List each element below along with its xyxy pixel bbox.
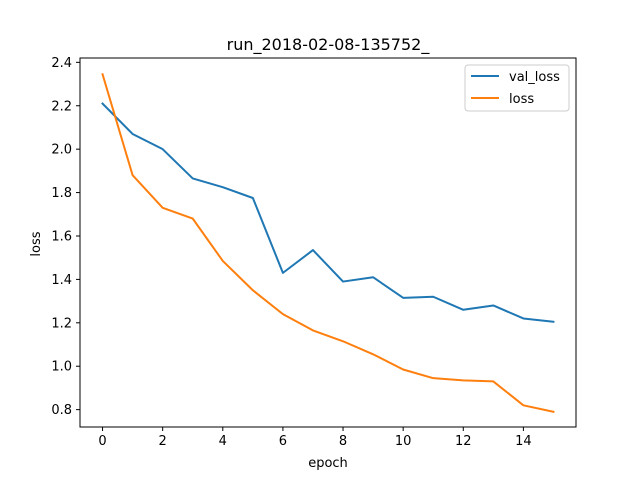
- y-tick-label: 1.6: [51, 229, 72, 244]
- x-tick-label: 0: [98, 434, 106, 449]
- x-tick-label: 14: [515, 434, 532, 449]
- x-tick-label: 2: [159, 434, 167, 449]
- chart-title: run_2018-02-08-135752_: [227, 35, 431, 55]
- y-tick-label: 1.2: [51, 316, 72, 331]
- series-line-val-loss: [101, 102, 555, 323]
- x-axis-label: epoch: [308, 456, 348, 471]
- y-tick-label: 1.4: [51, 273, 72, 288]
- plot-area: 0 2 4 6 8 10 12 14 0.8 1.0 1.2 1.4 1.6 1.8 2.0 2.2 2.4 va…: [51, 56, 577, 449]
- y-tick-label: 1.0: [51, 360, 72, 375]
- legend-label-val-loss: val_loss: [509, 70, 560, 85]
- x-tick-label: 12: [455, 434, 472, 449]
- series-line-loss: [101, 73, 555, 413]
- y-tick-label: 2.2: [51, 99, 72, 114]
- legend-label-loss: loss: [509, 92, 534, 107]
- x-tick-label: 10: [395, 434, 412, 449]
- y-tick-label: 1.8: [51, 186, 72, 201]
- y-axis-label: loss: [29, 231, 44, 256]
- y-tick-label: 2.4: [51, 56, 72, 71]
- y-tick-label: 2.0: [51, 143, 72, 158]
- y-tick-label: 0.8: [51, 403, 72, 418]
- x-tick-label: 4: [219, 434, 227, 449]
- x-tick-label: 8: [339, 434, 347, 449]
- axes-frame: [79, 57, 577, 428]
- x-tick-label: 6: [279, 434, 287, 449]
